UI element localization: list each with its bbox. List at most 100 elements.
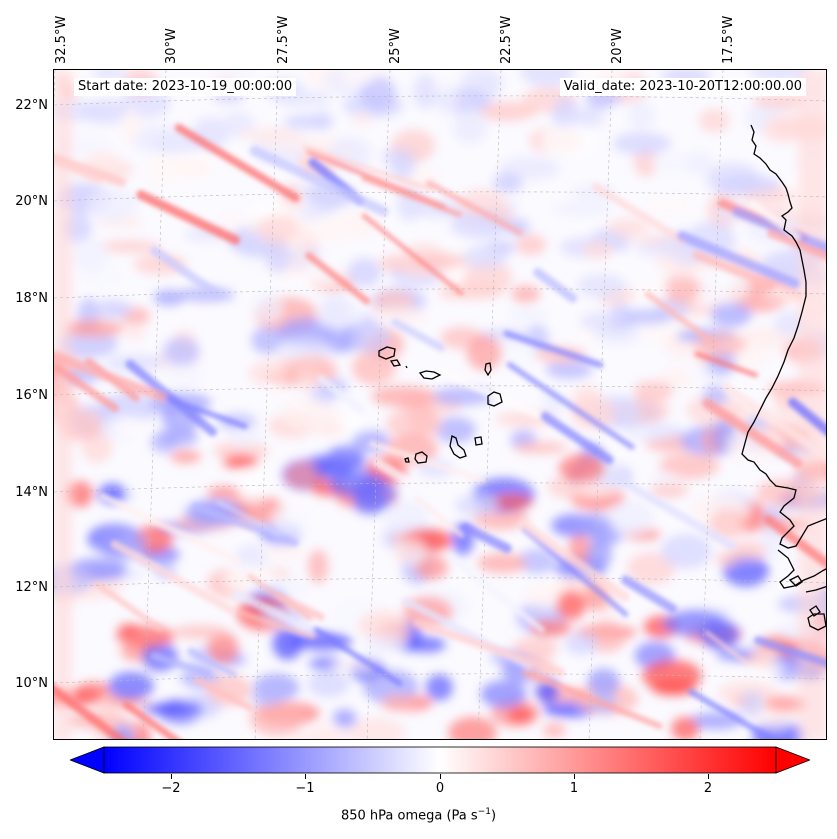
- parallel-line: [54, 577, 826, 588]
- omega-cell: [624, 308, 671, 326]
- omega-cell: [206, 674, 252, 706]
- omega-cell: [509, 308, 548, 322]
- omega-cell: [107, 354, 166, 370]
- omega-cell: [165, 357, 203, 391]
- omega-cell: [435, 416, 476, 443]
- omega-cell: [122, 326, 146, 340]
- omega-cell: [515, 234, 547, 256]
- omega-cell: [272, 627, 303, 660]
- omega-wave-band: [506, 361, 635, 450]
- omega-cell: [348, 321, 391, 354]
- omega-wave-band: [125, 359, 217, 437]
- colorbar-units-exponent: −1: [477, 807, 491, 817]
- omega-wave-band: [54, 684, 127, 739]
- meridian-line: [588, 70, 613, 739]
- lat-label-18n: 18°N: [15, 291, 48, 306]
- colorbar-tickmark: [305, 774, 306, 779]
- omega-wave-band: [136, 190, 240, 245]
- omega-cell: [249, 200, 303, 223]
- omega-cell: [161, 427, 198, 447]
- omega-cell: [249, 360, 292, 386]
- omega-cell: [627, 552, 675, 585]
- africa-coastline: [741, 124, 826, 631]
- omega-cell: [710, 302, 752, 327]
- lat-label-22n: 22°N: [15, 98, 48, 113]
- omega-cell: [384, 500, 428, 534]
- lon-label-20w: 20°W: [610, 28, 625, 64]
- omega-wave-band: [306, 149, 446, 209]
- omega-wave-band: [702, 398, 803, 469]
- omega-cell: [556, 590, 586, 620]
- omega-cell: [251, 326, 284, 354]
- omega-wave-band: [275, 592, 325, 621]
- omega-cell: [507, 706, 534, 723]
- colorbar-tick-label: 0: [435, 781, 445, 796]
- meridian-line: [254, 70, 279, 739]
- island-sao-nicolau: [405, 365, 442, 380]
- omega-wave-band: [192, 503, 299, 547]
- omega-cell: [290, 355, 335, 377]
- omega-wave-band: [54, 350, 167, 402]
- omega-cell: [698, 108, 730, 133]
- meridian-line: [699, 70, 724, 739]
- omega-cell: [633, 380, 674, 401]
- omega-cell: [113, 416, 155, 437]
- map-panel[interactable]: Start date: 2023-10-19_00:00:00 Valid_da…: [53, 69, 827, 740]
- omega-cell: [73, 237, 109, 273]
- omega-cell: [251, 691, 282, 707]
- omega-cell: [359, 76, 397, 111]
- omega-cell: [320, 295, 352, 327]
- omega-wave-band: [517, 518, 630, 602]
- omega-cell: [661, 367, 693, 390]
- colorbar-tickmark: [171, 774, 172, 779]
- omega-cell: [115, 625, 175, 648]
- colorbar-tick-label: −1: [295, 781, 315, 796]
- omega-cell: [729, 541, 770, 561]
- omega-cell: [260, 546, 306, 560]
- omega-cell: [543, 722, 566, 739]
- omega-wave-band: [94, 581, 164, 632]
- omega-cell: [607, 217, 650, 238]
- omega-cell: [347, 258, 381, 287]
- omega-cell: [671, 716, 700, 739]
- colorbar-tickmark: [440, 774, 441, 779]
- omega-wave-band: [754, 636, 826, 668]
- omega-cell: [281, 399, 339, 432]
- omega-cell: [683, 152, 714, 175]
- parallel-line: [54, 385, 826, 396]
- omega-cell: [307, 670, 350, 698]
- omega-wave-band: [533, 267, 578, 303]
- omega-wave-band: [232, 589, 317, 635]
- graticule: [54, 70, 826, 739]
- lon-label-32-5w: 32.5°W: [54, 15, 69, 64]
- omega-cell: [145, 152, 178, 187]
- omega-cell: [452, 110, 488, 144]
- omega-wave-band: [749, 201, 801, 241]
- omega-wave-band: [263, 381, 307, 413]
- omega-cell: [353, 491, 388, 515]
- omega-cell: [108, 671, 154, 701]
- omega-cell: [129, 125, 193, 153]
- omega-cell: [663, 610, 727, 637]
- omega-cell: [370, 306, 428, 325]
- omega-cell: [371, 385, 436, 408]
- omega-cell: [725, 426, 783, 462]
- omega-cell: [659, 452, 720, 479]
- lon-label-27-5w: 27.5°W: [276, 15, 291, 64]
- colorbar-tickmark: [708, 774, 709, 779]
- island-fogo: [414, 451, 428, 464]
- parallel-line: [54, 95, 826, 106]
- omega-cell: [578, 513, 612, 538]
- omega-cell: [386, 434, 438, 465]
- omega-wave-band: [766, 229, 826, 260]
- omega-wave-band: [694, 351, 758, 378]
- omega-wave-bands: [54, 123, 826, 739]
- lat-label-10n: 10°N: [15, 676, 48, 691]
- omega-wave-band: [110, 540, 236, 615]
- omega-cell: [380, 694, 417, 711]
- colorbar-tick-label: 1: [569, 781, 579, 796]
- omega-wave-band: [644, 291, 719, 348]
- omega-wave-band: [236, 609, 316, 640]
- omega-wave-band: [412, 618, 565, 677]
- omega-cell: [749, 648, 785, 679]
